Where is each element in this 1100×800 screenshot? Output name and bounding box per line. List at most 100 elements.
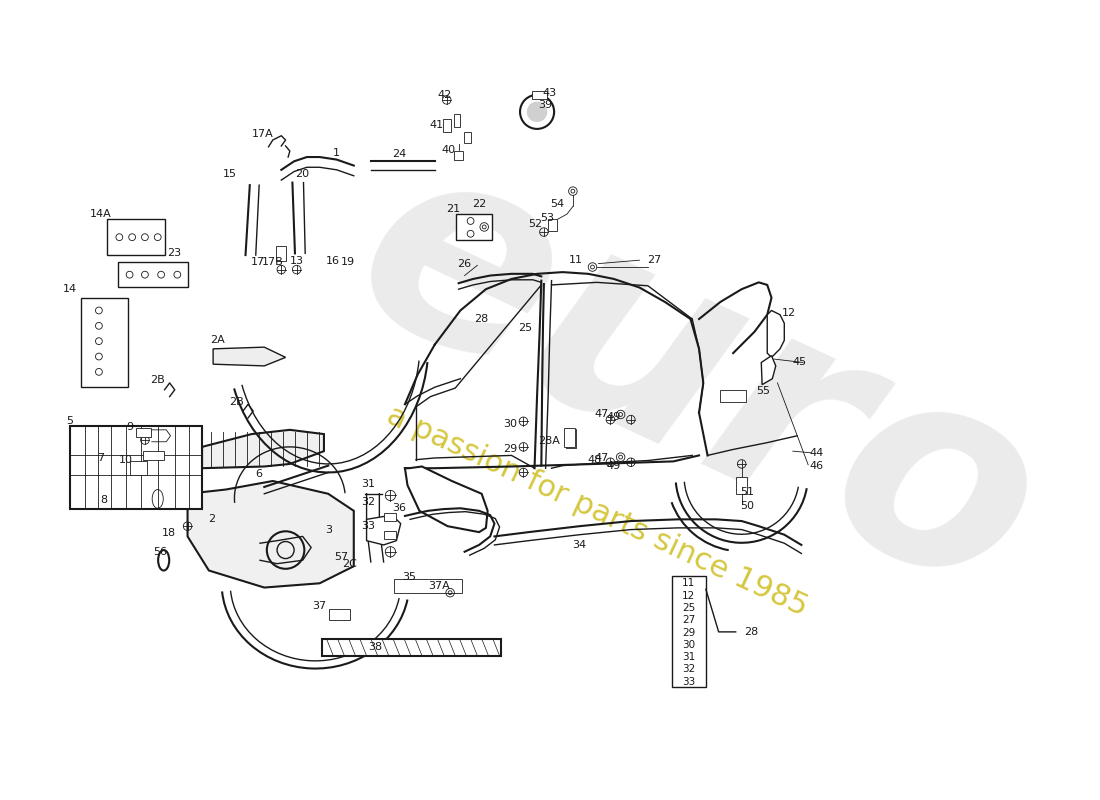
Text: 2: 2: [208, 514, 214, 524]
Text: 8: 8: [100, 494, 108, 505]
Bar: [566, 429, 576, 448]
Text: 34: 34: [573, 540, 586, 550]
Text: 7: 7: [97, 453, 104, 463]
Bar: [564, 428, 575, 447]
Text: 25: 25: [518, 322, 532, 333]
Text: 56: 56: [153, 546, 167, 557]
Bar: [443, 118, 451, 132]
Text: 2A: 2A: [210, 335, 224, 346]
Bar: [329, 610, 350, 620]
Text: 2C: 2C: [342, 558, 358, 569]
Text: 17A: 17A: [252, 129, 274, 139]
Bar: [108, 219, 165, 255]
Text: 16: 16: [326, 256, 340, 266]
Text: 25: 25: [682, 603, 695, 613]
Circle shape: [527, 102, 548, 122]
Text: euro: euro: [318, 110, 1080, 656]
Text: 3: 3: [324, 526, 332, 535]
Text: 47: 47: [595, 453, 609, 463]
Text: 45: 45: [793, 357, 806, 366]
Bar: [453, 114, 460, 126]
Bar: [456, 214, 492, 240]
Text: 11: 11: [682, 578, 695, 588]
Bar: [720, 390, 746, 402]
Bar: [532, 90, 547, 99]
Text: 57: 57: [334, 552, 348, 562]
Text: 27: 27: [648, 255, 662, 265]
Bar: [464, 132, 471, 143]
Bar: [135, 428, 151, 437]
Text: 30: 30: [682, 640, 695, 650]
Text: 41: 41: [429, 121, 443, 130]
Text: 17: 17: [251, 257, 265, 267]
Text: 28: 28: [474, 314, 488, 324]
Text: 48: 48: [587, 454, 602, 465]
Text: 5: 5: [66, 416, 74, 426]
Text: 31: 31: [361, 478, 375, 489]
Text: 1: 1: [333, 148, 340, 158]
Text: 27: 27: [682, 615, 695, 626]
Text: 17B: 17B: [262, 257, 284, 267]
Bar: [322, 638, 502, 656]
Text: 10: 10: [119, 454, 133, 465]
Text: 40: 40: [441, 146, 455, 155]
Bar: [70, 426, 202, 509]
Text: 47: 47: [595, 409, 609, 418]
Text: 18: 18: [162, 528, 176, 538]
Text: 20: 20: [296, 169, 310, 179]
Text: 2B: 2B: [151, 375, 165, 386]
Text: 2B: 2B: [230, 397, 244, 406]
Text: 6: 6: [255, 469, 262, 479]
Text: 37A: 37A: [428, 581, 450, 591]
Text: 46: 46: [810, 462, 824, 471]
Bar: [118, 262, 187, 287]
Bar: [276, 246, 286, 261]
Polygon shape: [213, 347, 286, 366]
Text: 22: 22: [472, 199, 486, 209]
Text: 29: 29: [682, 627, 695, 638]
Text: 32: 32: [682, 665, 695, 674]
Polygon shape: [767, 310, 784, 358]
Text: 26: 26: [458, 258, 472, 269]
Bar: [143, 451, 164, 460]
Text: 38: 38: [368, 642, 382, 652]
Text: 21: 21: [447, 204, 461, 214]
Text: 33: 33: [682, 677, 695, 686]
Text: 31: 31: [682, 652, 695, 662]
Text: 49: 49: [607, 412, 620, 422]
Polygon shape: [187, 481, 354, 587]
Text: 54: 54: [550, 199, 564, 209]
Text: 39: 39: [539, 100, 552, 110]
Text: 33: 33: [361, 521, 375, 531]
Bar: [385, 531, 396, 538]
Text: 14A: 14A: [90, 209, 111, 219]
Text: 49: 49: [607, 462, 620, 471]
Bar: [548, 219, 557, 231]
Bar: [736, 477, 747, 494]
Text: 28: 28: [745, 627, 759, 637]
Text: 50: 50: [740, 501, 754, 510]
Text: 23: 23: [167, 248, 182, 258]
Text: 9: 9: [126, 422, 133, 432]
Text: 55: 55: [756, 386, 770, 397]
Text: 12: 12: [682, 590, 695, 601]
Text: 44: 44: [810, 448, 824, 458]
Text: 29: 29: [503, 445, 517, 454]
Text: 28A: 28A: [538, 436, 560, 446]
Text: 15: 15: [223, 169, 238, 179]
Text: 13: 13: [289, 256, 304, 266]
Bar: [394, 579, 462, 593]
Text: 51: 51: [740, 487, 754, 497]
Polygon shape: [366, 515, 400, 545]
Bar: [81, 298, 128, 387]
Bar: [130, 462, 146, 475]
Polygon shape: [202, 430, 323, 468]
Text: 11: 11: [570, 255, 583, 265]
Polygon shape: [761, 356, 776, 385]
Text: 30: 30: [503, 419, 517, 429]
Text: 53: 53: [540, 213, 554, 222]
Text: 35: 35: [403, 572, 416, 582]
Text: 52: 52: [528, 219, 542, 230]
Text: 24: 24: [392, 150, 406, 159]
Text: 19: 19: [341, 257, 355, 267]
